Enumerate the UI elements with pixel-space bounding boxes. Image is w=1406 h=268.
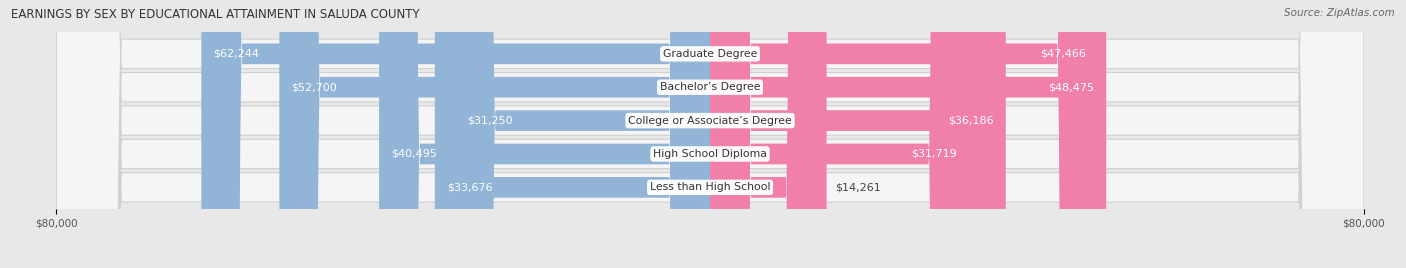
Text: $47,466: $47,466 (1040, 49, 1085, 59)
Text: $62,244: $62,244 (214, 49, 260, 59)
Text: Bachelor’s Degree: Bachelor’s Degree (659, 82, 761, 92)
Text: $40,495: $40,495 (391, 149, 437, 159)
FancyBboxPatch shape (380, 0, 710, 268)
Text: $52,700: $52,700 (291, 82, 337, 92)
Text: $31,250: $31,250 (467, 116, 513, 126)
Text: Less than High School: Less than High School (650, 182, 770, 192)
Text: College or Associate’s Degree: College or Associate’s Degree (628, 116, 792, 126)
FancyBboxPatch shape (56, 0, 1364, 268)
FancyBboxPatch shape (56, 0, 1364, 268)
FancyBboxPatch shape (280, 0, 710, 268)
Text: $36,186: $36,186 (948, 116, 994, 126)
Text: High School Diploma: High School Diploma (654, 149, 766, 159)
FancyBboxPatch shape (56, 0, 1364, 268)
Text: $14,261: $14,261 (835, 182, 880, 192)
FancyBboxPatch shape (710, 0, 827, 268)
FancyBboxPatch shape (710, 0, 1098, 268)
Text: EARNINGS BY SEX BY EDUCATIONAL ATTAINMENT IN SALUDA COUNTY: EARNINGS BY SEX BY EDUCATIONAL ATTAINMEN… (11, 8, 420, 21)
FancyBboxPatch shape (710, 0, 1005, 268)
FancyBboxPatch shape (56, 0, 1364, 268)
FancyBboxPatch shape (710, 0, 1107, 268)
FancyBboxPatch shape (201, 0, 710, 268)
Text: Graduate Degree: Graduate Degree (662, 49, 758, 59)
Text: $31,719: $31,719 (911, 149, 957, 159)
FancyBboxPatch shape (434, 0, 710, 268)
Text: $48,475: $48,475 (1047, 82, 1094, 92)
FancyBboxPatch shape (454, 0, 710, 268)
Text: $33,676: $33,676 (447, 182, 492, 192)
FancyBboxPatch shape (56, 0, 1364, 268)
FancyBboxPatch shape (710, 0, 969, 268)
Text: Source: ZipAtlas.com: Source: ZipAtlas.com (1284, 8, 1395, 18)
